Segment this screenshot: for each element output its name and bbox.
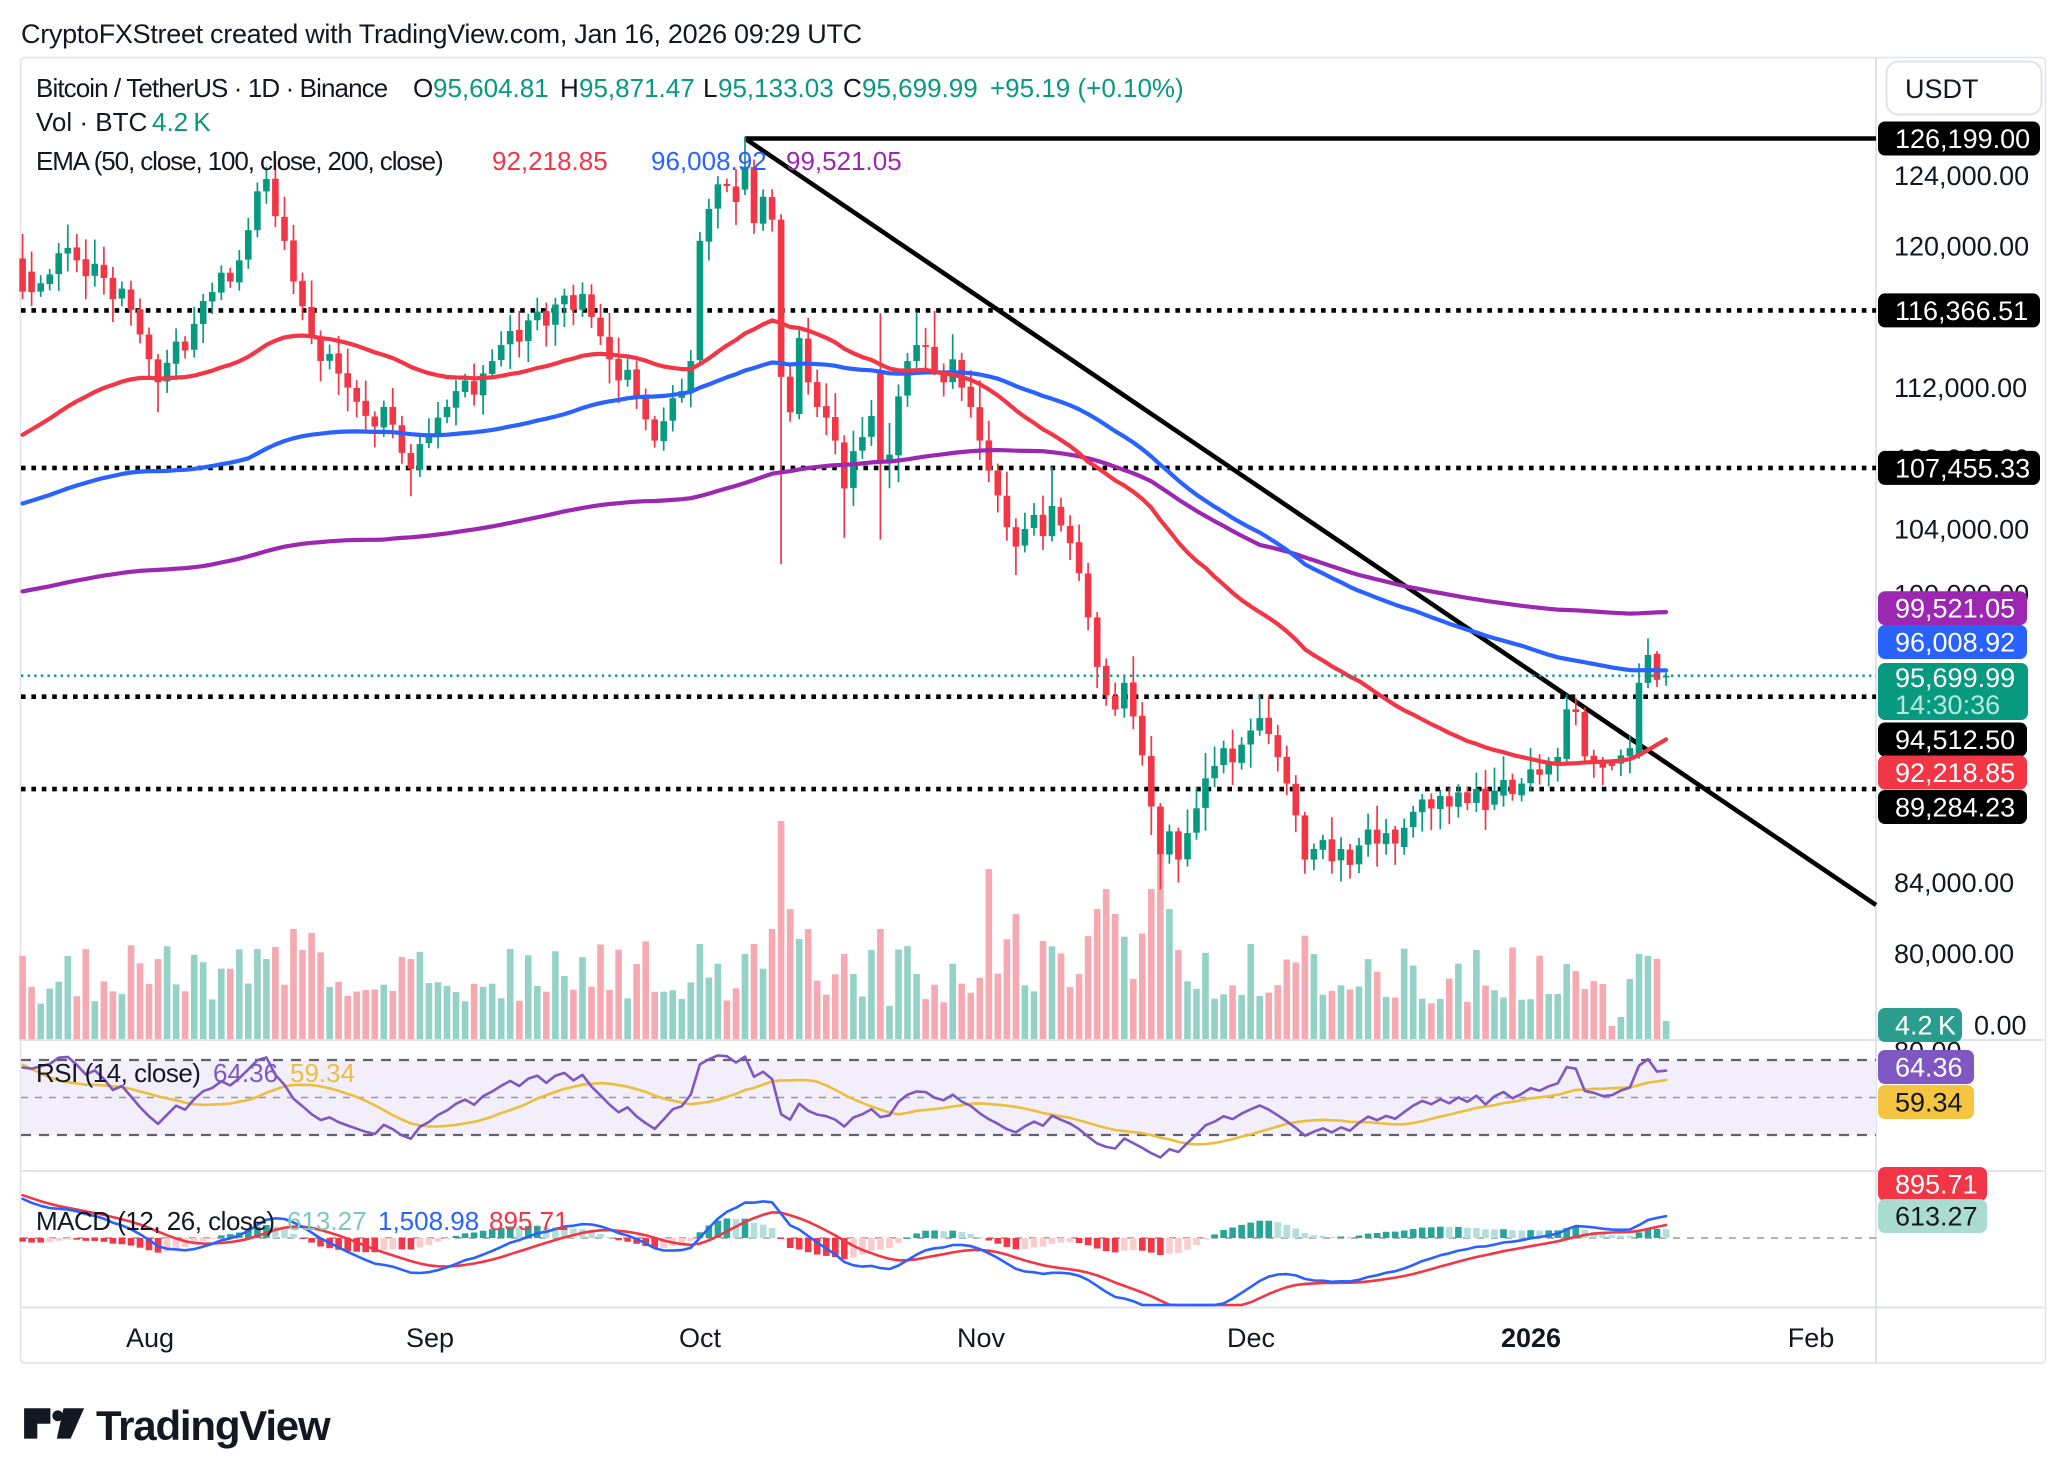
svg-text:107,455.33: 107,455.33 — [1895, 453, 2030, 483]
svg-text:MACD (12, 26, close): MACD (12, 26, close) — [36, 1206, 275, 1236]
svg-text:59.34: 59.34 — [290, 1058, 355, 1088]
svg-text:1,508.98: 1,508.98 — [378, 1206, 479, 1236]
svg-text:Feb: Feb — [1788, 1323, 1835, 1353]
svg-text:96,008.92: 96,008.92 — [651, 146, 767, 176]
svg-text:95,604.81: 95,604.81 — [433, 73, 549, 103]
svg-text:TradingView: TradingView — [96, 1402, 331, 1449]
svg-text:2026: 2026 — [1501, 1323, 1561, 1353]
svg-text:Dec: Dec — [1227, 1323, 1275, 1353]
svg-text:USDT: USDT — [1905, 74, 1979, 104]
svg-text:92,218.85: 92,218.85 — [492, 146, 608, 176]
svg-text:Nov: Nov — [957, 1323, 1006, 1353]
svg-text:112,000.00: 112,000.00 — [1894, 373, 2027, 403]
svg-text:95,699.99: 95,699.99 — [862, 73, 978, 103]
svg-text:116,366.51: 116,366.51 — [1895, 296, 2028, 326]
svg-text:+95.19 (+0.10%): +95.19 (+0.10%) — [990, 73, 1184, 103]
svg-text:H: H — [560, 73, 579, 103]
svg-text:92,218.85: 92,218.85 — [1895, 758, 2015, 788]
svg-text:O: O — [413, 73, 433, 103]
svg-text:80,000.00: 80,000.00 — [1894, 939, 2014, 969]
svg-text:RSI (14, close): RSI (14, close) — [36, 1058, 200, 1088]
svg-text:120,000.00: 120,000.00 — [1894, 232, 2029, 262]
svg-text:Bitcoin / TetherUS · 1D · Bina: Bitcoin / TetherUS · 1D · Binance — [36, 73, 388, 103]
svg-text:99,521.05: 99,521.05 — [1895, 594, 2015, 624]
svg-text:95,871.47: 95,871.47 — [579, 73, 695, 103]
svg-text:99,521.05: 99,521.05 — [786, 146, 902, 176]
svg-text:59.34: 59.34 — [1895, 1088, 1963, 1118]
svg-text:95,699.99: 95,699.99 — [1895, 663, 2015, 693]
svg-text:124,000.00: 124,000.00 — [1894, 161, 2029, 191]
svg-text:895.71: 895.71 — [1895, 1170, 1978, 1200]
svg-text:Sep: Sep — [406, 1323, 454, 1353]
svg-text:84,000.00: 84,000.00 — [1894, 868, 2014, 898]
svg-text:89,284.23: 89,284.23 — [1895, 793, 2015, 823]
svg-text:Aug: Aug — [126, 1323, 174, 1353]
svg-text:96,008.92: 96,008.92 — [1895, 628, 2015, 658]
svg-text:64.36: 64.36 — [1895, 1053, 1963, 1083]
svg-text:94,512.50: 94,512.50 — [1895, 725, 2015, 755]
svg-text:104,000.00: 104,000.00 — [1894, 515, 2029, 545]
svg-text:CryptoFXStreet created with Tr: CryptoFXStreet created with TradingView.… — [21, 19, 862, 49]
svg-text:126,199.00: 126,199.00 — [1895, 124, 2030, 154]
svg-text:64.36: 64.36 — [213, 1058, 278, 1088]
svg-text:0.00: 0.00 — [1974, 1011, 2027, 1041]
svg-text:95,133.03: 95,133.03 — [718, 73, 834, 103]
svg-text:4.2 K: 4.2 K — [152, 107, 211, 137]
svg-text:895.71: 895.71 — [489, 1206, 569, 1236]
svg-text:C: C — [843, 73, 862, 103]
svg-text:613.27: 613.27 — [1895, 1202, 1978, 1232]
svg-text:613.27: 613.27 — [287, 1206, 367, 1236]
svg-text:L: L — [703, 73, 717, 103]
svg-text:Vol · BTC: Vol · BTC — [36, 107, 147, 137]
svg-text:EMA (50, close, 100, close, 20: EMA (50, close, 100, close, 200, close) — [36, 146, 443, 176]
svg-text:Oct: Oct — [679, 1323, 722, 1353]
svg-text:14:30:36: 14:30:36 — [1895, 690, 2000, 720]
svg-text:4.2 K: 4.2 K — [1895, 1011, 1956, 1041]
